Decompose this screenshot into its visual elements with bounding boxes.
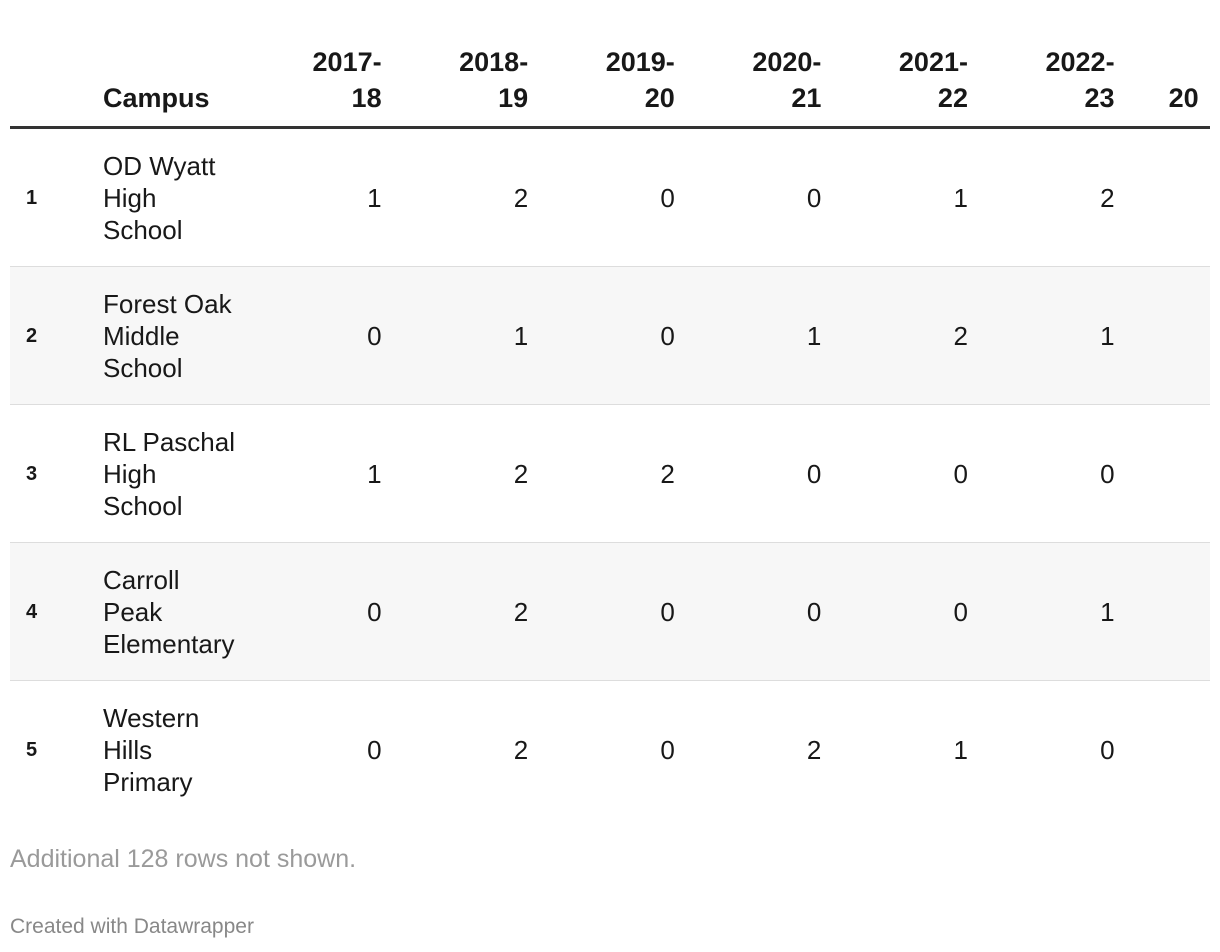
data-table: Campus 2017-18 2018-19 2019-20 2020-21 2021-2… <box>10 0 1210 818</box>
campus-cell: RL Paschal High School <box>90 404 243 543</box>
value-cell: 0 <box>243 542 390 681</box>
header-row: Campus 2017-18 2018-19 2019-20 2020-21 2021-2… <box>10 0 1210 129</box>
value-cell: 1 <box>243 127 390 267</box>
value-cell: 0 <box>367 734 382 765</box>
value-cell: 0 <box>660 734 675 765</box>
header-label: 2022-23 <box>1045 47 1115 113</box>
value-cell: 0 <box>829 404 976 543</box>
rows-note: Additional 128 rows not shown. <box>10 845 357 873</box>
value-cell: 2 <box>806 734 822 765</box>
value-cell: 1 <box>682 266 830 405</box>
value-cell <box>1122 542 1210 681</box>
value-cell: 0 <box>682 127 830 267</box>
value-cell: 0 <box>682 542 830 681</box>
value-cell: 2 <box>513 734 529 765</box>
value-cell: 1 <box>389 266 537 405</box>
row-number: 2 <box>10 266 90 405</box>
campus-cell: Carroll Peak Elementary <box>90 542 243 681</box>
value-cell: 1 <box>975 266 1123 405</box>
table-row: 5 Western Hills Primary 0 2 0 2 1 0 <box>10 681 1210 819</box>
value-cell: 1 <box>829 127 976 267</box>
table-container: Campus 2017-18 2018-19 2019-20 2020-21 2021-2… <box>10 0 1210 818</box>
header-cell: 2021-22 <box>829 0 976 129</box>
value-cell: 2 <box>389 127 537 267</box>
value-cell <box>1123 681 1210 819</box>
header-cell: 2022-23 <box>975 0 1123 129</box>
table-row: 3 RL Paschal High School 1 2 2 0 0 0 <box>10 404 1210 543</box>
table-body: 1 OD Wyatt High School 1 2 0 0 1 2 2 Forest Oak M… <box>10 127 1210 819</box>
value-cell: 0 <box>682 404 830 543</box>
value-cell: 0 <box>243 266 390 405</box>
value-cell: 2 <box>829 266 976 405</box>
value-cell: 2 <box>975 127 1123 267</box>
value-cell: 2 <box>389 542 537 681</box>
value-cell: 2 <box>389 404 537 543</box>
header-cell: 2020-21 <box>682 0 830 129</box>
value-cell <box>1122 127 1210 267</box>
campus-cell: Western Hills Primary <box>103 702 200 797</box>
value-cell: 0 <box>829 542 976 681</box>
header-label: 2019-20 <box>605 47 675 113</box>
row-number: 1 <box>10 127 90 267</box>
value-cell <box>1122 404 1210 543</box>
header-label: 2017-18 <box>312 47 382 113</box>
header-cell: 2017-18 <box>243 0 390 129</box>
table-row: 1 OD Wyatt High School 1 2 0 0 1 2 <box>10 127 1210 267</box>
header-label: 2021-22 <box>898 47 968 113</box>
value-cell: 0 <box>1100 734 1115 765</box>
value-cell: 0 <box>536 542 683 681</box>
row-number: 5 <box>26 738 38 761</box>
table-row: 4 Carroll Peak Elementary 0 2 0 0 0 1 <box>10 542 1210 681</box>
header-cell: 2018-19 <box>389 0 537 129</box>
row-number: 4 <box>10 542 90 681</box>
header-cell <box>10 0 90 129</box>
value-cell: 1 <box>953 734 968 765</box>
value-cell: 2 <box>536 404 683 543</box>
value-cell: 0 <box>975 404 1123 543</box>
header-cell: 2019-20 <box>536 0 683 129</box>
value-cell: 0 <box>536 127 683 267</box>
table-row: 2 Forest Oak Middle School 0 1 0 1 2 1 <box>10 266 1210 405</box>
campus-cell: Forest Oak Middle School <box>90 266 243 405</box>
campus-cell: OD Wyatt High School <box>90 127 243 267</box>
header-label: 2020-21 <box>752 47 822 113</box>
row-number: 3 <box>10 404 90 543</box>
header-cell: 20 <box>1122 0 1210 129</box>
credit: Created with Datawrapper <box>10 915 254 938</box>
value-cell <box>1122 266 1210 405</box>
header-cell: Campus <box>90 0 243 129</box>
header-label: 2018-19 <box>459 47 529 113</box>
value-cell: 0 <box>536 266 683 405</box>
value-cell: 1 <box>243 404 390 543</box>
value-cell: 1 <box>975 542 1123 681</box>
